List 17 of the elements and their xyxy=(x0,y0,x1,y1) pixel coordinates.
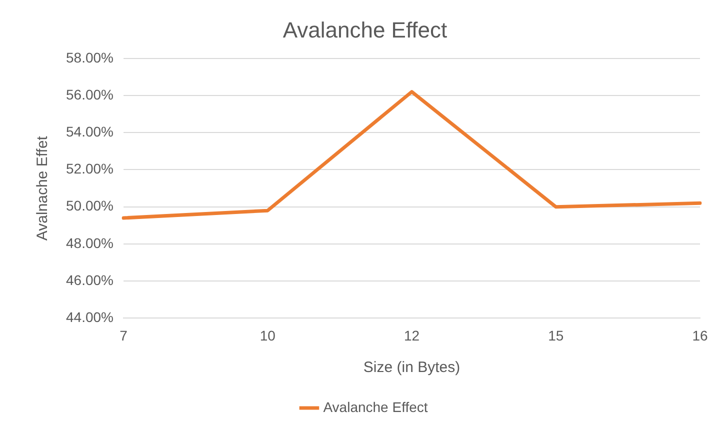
x-tick-label: 16 xyxy=(692,327,708,344)
y-axis-title: Avalnache Effet xyxy=(34,135,52,241)
y-tick-label: 54.00% xyxy=(66,123,114,140)
y-tick-label: 48.00% xyxy=(66,234,114,251)
x-axis-title: Size (in Bytes) xyxy=(363,359,460,376)
x-tick-label: 15 xyxy=(548,327,564,344)
y-tick-label: 46.00% xyxy=(66,272,114,288)
x-tick-label: 12 xyxy=(404,327,420,344)
y-tick-label: 52.00% xyxy=(66,160,114,177)
legend-label: Avalanche Effect xyxy=(323,398,428,415)
x-tick-label: 10 xyxy=(260,327,276,344)
chart-title: Avalanche Effect xyxy=(282,17,448,42)
y-tick-label: 58.00% xyxy=(66,49,114,66)
y-tick-label: 50.00% xyxy=(66,198,114,214)
x-tick-label: 7 xyxy=(120,327,128,344)
y-tick-label: 56.00% xyxy=(66,86,114,102)
y-tick-label: 44.00% xyxy=(66,309,114,326)
